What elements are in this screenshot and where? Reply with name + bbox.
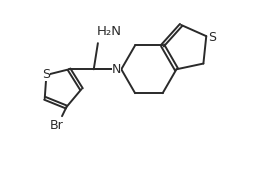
Text: Br: Br [49,119,63,132]
Text: S: S [42,68,50,81]
Text: N: N [112,63,121,76]
Text: H₂N: H₂N [96,25,121,38]
Text: S: S [208,31,216,44]
